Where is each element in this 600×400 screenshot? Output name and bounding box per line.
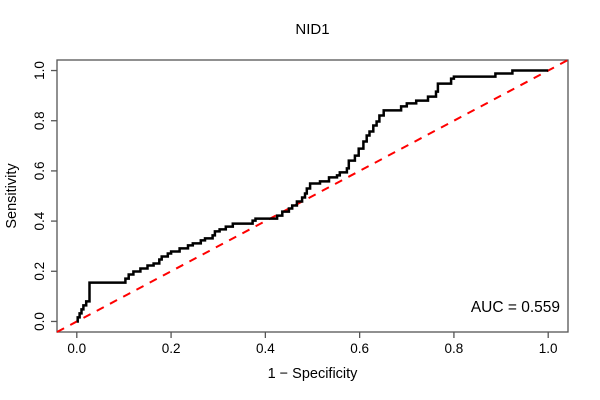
y-axis-label: Sensitivity xyxy=(4,163,20,229)
y-tick-label: 0.2 xyxy=(32,262,47,281)
y-tick-label: 0.6 xyxy=(32,162,47,181)
x-axis-label: 1 − Specificity xyxy=(268,366,359,382)
x-tick-label: 0.0 xyxy=(67,341,86,356)
y-tick-label: 0.0 xyxy=(32,312,47,331)
y-tick-label: 1.0 xyxy=(32,61,47,80)
x-tick-label: 0.4 xyxy=(256,341,275,356)
y-tick-label: 0.4 xyxy=(32,211,47,230)
chance-diagonal xyxy=(56,59,569,333)
auc-annotation: AUC = 0.559 xyxy=(471,299,560,316)
chart-title: NID1 xyxy=(295,21,329,38)
y-tick-label: 0.8 xyxy=(32,111,47,130)
x-tick-label: 1.0 xyxy=(539,341,558,356)
x-tick-label: 0.6 xyxy=(350,341,369,356)
roc-curve xyxy=(76,69,549,323)
plot-box xyxy=(56,59,569,333)
x-tick-label: 0.8 xyxy=(445,341,464,356)
x-tick-label: 0.2 xyxy=(162,341,181,356)
